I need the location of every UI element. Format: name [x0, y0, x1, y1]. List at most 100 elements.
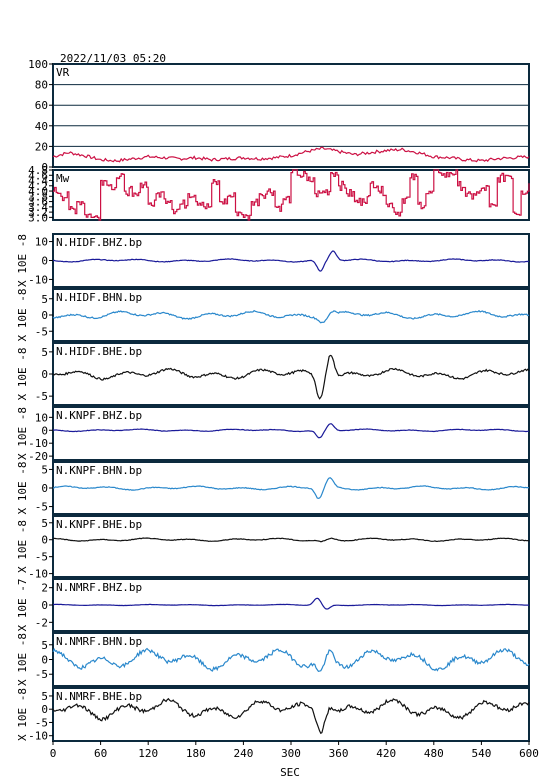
y-tick-label: 60	[35, 99, 48, 112]
panel-name: Mw	[56, 172, 70, 185]
panels: 020406080100VR3.03.23.43.63.84.04.24.44.…	[16, 58, 530, 743]
panel-name: N.KNPF.BHN.bp	[56, 464, 142, 477]
y-tick-label: 0	[41, 424, 48, 437]
y-tick-label: -5	[35, 390, 48, 403]
panel-name: N.KNPF.BHZ.bp	[56, 409, 142, 422]
y-tick-label: 5	[41, 293, 48, 306]
x-tick-label: 240	[233, 747, 253, 760]
trace-n-knpf-bhn-bp	[52, 477, 530, 500]
y-tick-label: -5	[35, 551, 48, 564]
y-tick-label: 100	[28, 58, 48, 71]
y-tick-label: -5	[35, 501, 48, 514]
panel-frame	[52, 63, 530, 168]
y-tick-label: 5	[41, 346, 48, 359]
x-tick-label: 0	[50, 747, 57, 760]
x-tick-label: 480	[424, 747, 444, 760]
y-tick-label: 0	[41, 599, 48, 612]
panel-n-knpf-bhe-bp: 5 0 -5 -10 N.KNPF.BHE.bp X 10E -8	[16, 515, 530, 581]
panel-name: N.HIDF.BHN.bp	[56, 291, 142, 304]
trace-n-hidf-bhn-bp	[52, 309, 530, 324]
x-tick-label: 600	[519, 747, 539, 760]
y-tick-label: 3.8	[28, 190, 48, 203]
panel-frame	[52, 406, 530, 461]
trace-n-hidf-bhe-bp	[52, 354, 530, 400]
y-tick-label: 0	[41, 255, 48, 268]
y-tick-label: 4.2	[28, 180, 48, 193]
y-tick-label: -5	[35, 325, 48, 338]
y-axis-label: X 10E -8	[16, 462, 29, 515]
trace-n-nmrf-bhz-bp	[53, 597, 529, 610]
trace-mw	[53, 169, 530, 221]
y-tick-label: 10	[35, 411, 48, 424]
y-tick-label: 20	[35, 140, 48, 153]
x-tick-label: 540	[471, 747, 491, 760]
y-tick-label: 2	[41, 582, 48, 595]
y-tick-label: 3.4	[28, 201, 48, 214]
x-axis: 0 60 120 180 240 300 360 420 480 540 600	[50, 741, 539, 760]
x-axis-label: SEC	[280, 766, 300, 779]
panel-name: N.NMRF.BHE.bp	[56, 690, 142, 703]
panel-mw: 3.03.23.43.63.84.04.24.44.64.8 Mw	[28, 164, 530, 224]
trace-vr	[52, 146, 530, 163]
panel-name: N.HIDF.BHE.bp	[56, 345, 142, 358]
x-tick-label: 180	[186, 747, 206, 760]
trace-n-knpf-bhz-bp	[52, 423, 530, 439]
panel-vr: 0 20 40 60 80 100 VR	[28, 58, 530, 174]
y-axis-label: X 10E -8	[16, 348, 29, 401]
panel-n-nmrf-bhz-bp: 2 0 -2 N.NMRF.BHZ.bp X 10E -7	[16, 578, 530, 632]
x-tick-label: 300	[281, 747, 301, 760]
panel-frame	[52, 515, 530, 578]
trace-n-nmrf-bhn-bp	[52, 647, 530, 672]
panel-n-nmrf-bhe-bp: 50-5-10 N.NMRF.BHE.bp X 10E -8	[16, 687, 530, 743]
y-tick-label: -10	[28, 273, 48, 286]
panel-name: VR	[56, 66, 70, 79]
y-tick-label: 0	[41, 482, 48, 495]
panel-n-hidf-bhn-bp: 5 0 -5 N.HIDF.BHN.bp X 10E -8	[16, 288, 530, 342]
header-timestamp: 2022/11/03 05:20	[60, 52, 166, 65]
y-axis-label: X 10E -8	[16, 688, 29, 741]
panel-n-nmrf-bhn-bp: 5 0-5 N.NMRF.BHN.bp X 10E -8	[16, 632, 530, 687]
y-tick-label: 0	[41, 161, 48, 174]
x-tick-label: 120	[138, 747, 158, 760]
y-tick-label: -10	[28, 568, 48, 581]
y-axis-label: X 10E -7	[16, 579, 29, 632]
y-tick-label: 3.0	[28, 211, 48, 224]
y-tick-label: 3.2	[28, 206, 48, 219]
y-tick-label: 0	[41, 368, 48, 381]
y-axis-label: X 10E -8	[16, 234, 29, 287]
panel-name: N.NMRF.BHZ.bp	[56, 581, 142, 594]
y-tick-label: -10	[28, 437, 48, 450]
x-tick-label: 420	[376, 747, 396, 760]
y-tick-label: 4.8	[28, 164, 48, 177]
y-tick-label: -2	[35, 616, 48, 629]
y-tick-label: 0	[41, 703, 48, 716]
y-tick-label: -20	[28, 450, 48, 463]
y-tick-label: 5	[41, 517, 48, 530]
panel-name: N.HIDF.BHZ.bp	[56, 236, 142, 249]
y-axis-label: X 10E -8	[16, 633, 29, 686]
y-tick-label: 0	[41, 654, 48, 667]
y-tick-label: 5	[41, 690, 48, 703]
y-tick-label: -5	[35, 668, 48, 681]
x-tick-label: 360	[329, 747, 349, 760]
y-axis-label: X 10E -8	[16, 289, 29, 342]
trace-n-nmrf-bhe-bp	[52, 697, 530, 735]
y-tick-label: 3.6	[28, 196, 48, 209]
y-tick-label: 80	[35, 79, 48, 92]
panel-n-knpf-bhz-bp: 100-10-20 N.KNPF.BHZ.bp X 10E -8	[16, 406, 530, 463]
y-tick-label: 40	[35, 120, 48, 133]
y-tick-label: 4.6	[28, 169, 48, 182]
trace-n-knpf-bhe-bp	[52, 537, 530, 543]
y-tick-label: 4.0	[28, 185, 48, 198]
panel-name: N.KNPF.BHE.bp	[56, 518, 142, 531]
y-tick-label: 0	[41, 534, 48, 547]
y-tick-label: 5	[41, 639, 48, 652]
panel-frame	[52, 169, 530, 221]
y-tick-label: -10	[28, 730, 48, 743]
panel-name: N.NMRF.BHN.bp	[56, 635, 142, 648]
y-tick-label: 0	[41, 309, 48, 322]
panel-n-hidf-bhe-bp: 5 0 -5 N.HIDF.BHE.bp X 10E -8	[16, 342, 530, 406]
y-tick-label: 5	[41, 463, 48, 476]
y-axis-label: X 10E -8	[16, 407, 29, 460]
